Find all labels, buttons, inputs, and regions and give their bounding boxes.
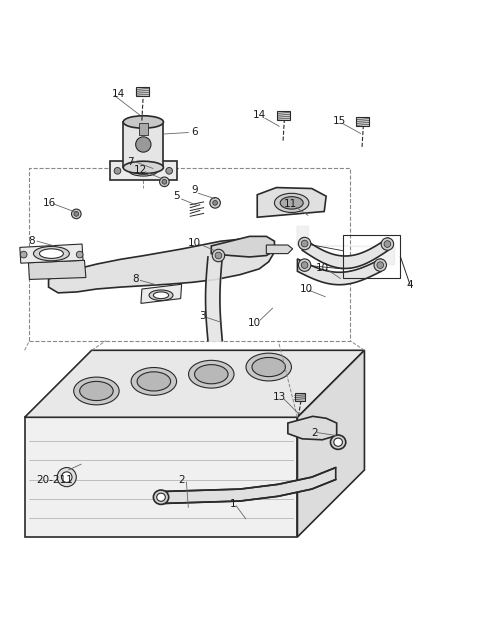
Ellipse shape <box>154 490 168 504</box>
Circle shape <box>301 240 308 247</box>
Circle shape <box>215 252 222 259</box>
Polygon shape <box>288 416 336 440</box>
Ellipse shape <box>39 249 63 258</box>
Circle shape <box>374 259 386 271</box>
Text: 12: 12 <box>134 165 147 175</box>
Ellipse shape <box>154 292 168 299</box>
Text: 20-211: 20-211 <box>36 475 72 485</box>
Ellipse shape <box>334 438 342 446</box>
Text: 5: 5 <box>173 191 180 201</box>
Text: 14: 14 <box>111 89 125 99</box>
Ellipse shape <box>34 246 70 261</box>
Circle shape <box>212 250 225 261</box>
Circle shape <box>299 259 311 271</box>
Circle shape <box>20 251 27 258</box>
Circle shape <box>74 212 79 217</box>
Bar <box>139 123 148 135</box>
Ellipse shape <box>275 193 309 212</box>
Text: 6: 6 <box>191 127 198 137</box>
Polygon shape <box>110 161 177 180</box>
Text: 14: 14 <box>252 110 266 120</box>
Ellipse shape <box>280 197 303 209</box>
Text: 2: 2 <box>178 475 184 485</box>
Text: 2: 2 <box>311 428 317 438</box>
Ellipse shape <box>123 116 163 128</box>
Circle shape <box>213 200 217 205</box>
Bar <box>277 111 290 120</box>
Bar <box>295 393 305 401</box>
Text: 10: 10 <box>316 263 329 273</box>
Text: 10: 10 <box>300 284 312 294</box>
Polygon shape <box>141 285 181 303</box>
Text: 15: 15 <box>333 116 346 126</box>
Polygon shape <box>211 236 275 257</box>
Ellipse shape <box>131 368 177 395</box>
Text: 16: 16 <box>43 198 56 208</box>
Polygon shape <box>163 467 336 504</box>
Polygon shape <box>24 350 364 417</box>
Ellipse shape <box>74 377 119 405</box>
Bar <box>136 87 149 95</box>
Circle shape <box>381 238 394 250</box>
Ellipse shape <box>137 372 170 391</box>
Polygon shape <box>266 245 293 253</box>
Polygon shape <box>257 188 326 217</box>
Text: 3: 3 <box>199 311 206 321</box>
Text: 11: 11 <box>284 199 297 209</box>
Ellipse shape <box>134 167 153 174</box>
Polygon shape <box>298 259 381 285</box>
Circle shape <box>76 251 83 258</box>
Polygon shape <box>28 260 86 280</box>
Polygon shape <box>48 239 274 293</box>
Circle shape <box>299 237 311 250</box>
Polygon shape <box>20 244 83 263</box>
Ellipse shape <box>189 360 234 388</box>
Text: 10: 10 <box>248 318 262 328</box>
Ellipse shape <box>252 358 286 377</box>
Text: 8: 8 <box>132 275 139 285</box>
Ellipse shape <box>149 290 173 301</box>
Circle shape <box>72 209 81 218</box>
Bar <box>356 117 369 126</box>
Polygon shape <box>298 350 364 537</box>
Circle shape <box>114 167 121 174</box>
Bar <box>123 122 163 167</box>
Circle shape <box>384 241 391 247</box>
Polygon shape <box>24 417 298 537</box>
Circle shape <box>377 261 384 268</box>
Polygon shape <box>302 238 388 268</box>
Text: 8: 8 <box>28 236 35 246</box>
Circle shape <box>210 198 220 208</box>
Text: 10: 10 <box>188 238 201 248</box>
Circle shape <box>57 467 76 487</box>
Bar <box>343 235 400 278</box>
Ellipse shape <box>246 353 291 381</box>
Circle shape <box>159 177 169 187</box>
Text: 13: 13 <box>273 392 286 402</box>
Text: 1: 1 <box>229 499 236 509</box>
Ellipse shape <box>194 364 228 384</box>
Ellipse shape <box>129 165 157 176</box>
Circle shape <box>136 137 151 152</box>
Circle shape <box>166 167 172 174</box>
Text: 9: 9 <box>191 185 198 195</box>
Circle shape <box>162 180 167 184</box>
Circle shape <box>301 261 308 268</box>
Text: 7: 7 <box>128 157 134 167</box>
Ellipse shape <box>123 161 163 173</box>
Circle shape <box>61 472 72 482</box>
Ellipse shape <box>330 435 346 449</box>
Ellipse shape <box>157 493 165 501</box>
Text: 4: 4 <box>406 280 413 290</box>
Ellipse shape <box>80 381 113 401</box>
